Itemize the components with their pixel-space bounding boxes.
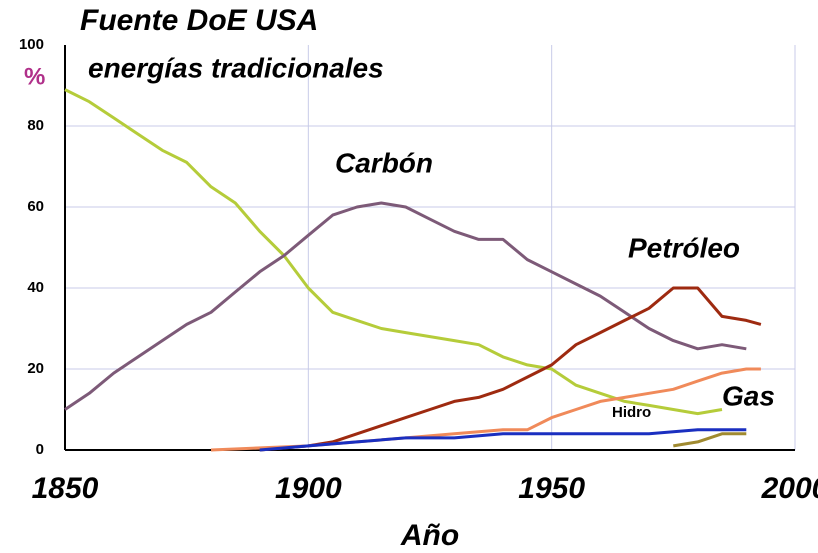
y-tick-label: 20 xyxy=(27,360,44,377)
x-axis-label: Año xyxy=(400,519,459,552)
series-line xyxy=(64,88,723,416)
y-axis-label: % xyxy=(24,63,45,90)
y-tick-label: 100 xyxy=(19,36,44,53)
series-label: Hidro xyxy=(612,404,651,421)
x-tick-label: 1850 xyxy=(32,472,99,505)
series-line xyxy=(259,428,747,452)
y-tick-label: 40 xyxy=(27,279,44,296)
chart-title: Fuente DoE USA xyxy=(80,4,318,37)
series-label: Gas xyxy=(722,380,775,411)
x-tick-label: 1950 xyxy=(518,472,585,505)
x-tick-label: 2000 xyxy=(761,472,818,505)
x-tick-label: 1900 xyxy=(275,472,342,505)
y-tick-label: 0 xyxy=(36,441,44,458)
series-label: energías tradicionales xyxy=(88,52,384,83)
y-tick-label: 60 xyxy=(27,198,44,215)
y-tick-label: 80 xyxy=(27,117,44,134)
series-label: Petróleo xyxy=(628,232,740,263)
series-line xyxy=(259,286,762,452)
series-line xyxy=(673,432,747,448)
series-label: Carbón xyxy=(335,147,433,178)
